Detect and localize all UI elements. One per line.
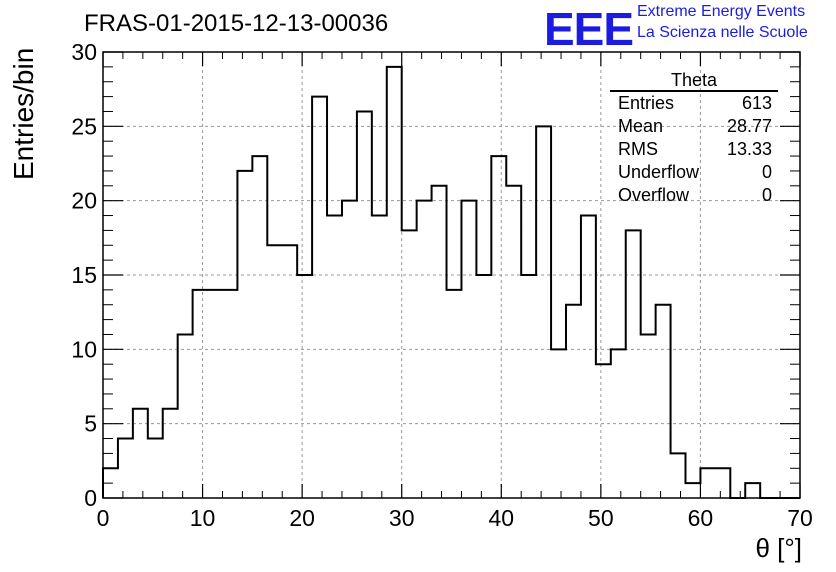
histogram-bin xyxy=(536,126,551,498)
histogram-bin xyxy=(506,186,521,498)
stats-row-underflow: Underflow 0 xyxy=(610,161,778,184)
stats-value: 613 xyxy=(741,93,772,113)
stats-label: Overflow xyxy=(618,185,690,205)
histogram-bin xyxy=(551,349,566,498)
histogram-bin xyxy=(297,275,312,498)
y-tick-label: 25 xyxy=(71,113,97,139)
x-tick-label: 50 xyxy=(588,505,614,531)
histogram-bin xyxy=(342,201,357,498)
x-tick-label: 60 xyxy=(688,505,714,531)
x-axis-label: θ [°] xyxy=(755,533,802,563)
y-axis-label: Entries/bin xyxy=(8,47,39,180)
histogram-bin xyxy=(700,468,715,498)
histogram-bin xyxy=(521,275,536,498)
histogram-bin xyxy=(222,290,237,498)
histogram-bin xyxy=(417,201,432,498)
histogram-series-line xyxy=(102,65,800,499)
x-tick-label: 70 xyxy=(787,505,813,531)
stats-value: 0 xyxy=(761,185,772,205)
histogram-bin xyxy=(252,156,267,498)
histogram-bin xyxy=(745,483,760,498)
y-tick-label: 10 xyxy=(71,336,97,362)
y-tick-label: 5 xyxy=(84,411,97,437)
y-tick-label: 15 xyxy=(71,262,97,288)
histogram-bin xyxy=(581,216,596,498)
y-tick-label: 30 xyxy=(71,39,97,65)
histogram-bin xyxy=(118,439,133,498)
eee-logo: EEE xyxy=(544,3,634,55)
tick-labels: 0 10 20 30 40 50 60 70 0 5 10 15 20 25 30 xyxy=(71,39,812,531)
histogram-bin xyxy=(447,290,462,498)
stats-row-entries: Entries 613 xyxy=(610,92,778,115)
stats-row-overflow: Overflow 0 xyxy=(610,184,778,207)
histogram-bin xyxy=(312,97,327,498)
histogram-bin xyxy=(566,305,581,498)
histogram-bin xyxy=(237,171,252,498)
histogram-bin xyxy=(193,290,208,498)
histogram-bin xyxy=(402,230,417,498)
axis-ticks xyxy=(102,51,801,499)
stats-label: Mean xyxy=(618,116,664,136)
chart-title: FRAS-01-2015-12-13-00036 xyxy=(84,10,389,37)
stats-value: 0 xyxy=(761,162,772,182)
x-tick-label: 0 xyxy=(97,505,110,531)
histogram-bin xyxy=(476,275,491,498)
x-tick-label: 40 xyxy=(488,505,514,531)
stats-value: 13.33 xyxy=(726,139,772,159)
histogram-bin xyxy=(685,483,700,498)
x-tick-label: 30 xyxy=(389,505,415,531)
histogram-bin xyxy=(208,290,223,498)
histogram-bin xyxy=(461,201,476,498)
histogram-bin xyxy=(357,111,372,498)
stats-title: Theta xyxy=(610,70,778,92)
histogram-bin xyxy=(626,230,641,498)
histogram-bin xyxy=(671,453,686,498)
histogram-bin xyxy=(267,245,282,498)
histogram-bin xyxy=(387,67,402,498)
histogram-bin xyxy=(641,334,656,498)
logo-caption-line2: La Scienza nelle Scuole xyxy=(637,24,808,41)
y-tick-label: 0 xyxy=(84,485,97,511)
logo-caption-line1: Extreme Energy Events xyxy=(637,3,806,20)
histogram-bin xyxy=(282,245,297,498)
stats-row-rms: RMS 13.33 xyxy=(610,138,778,161)
y-tick-label: 20 xyxy=(71,188,97,214)
stats-value: 28.77 xyxy=(726,116,772,136)
x-tick-label: 20 xyxy=(289,505,315,531)
x-tick-label: 10 xyxy=(190,505,216,531)
histogram-bin xyxy=(596,364,611,498)
stats-box: Theta Entries 613 Mean 28.77 RMS 13.33 Unde… xyxy=(610,70,778,207)
histogram-bin xyxy=(327,216,342,498)
histogram-bin xyxy=(656,305,671,498)
stats-row-mean: Mean 28.77 xyxy=(610,115,778,138)
stats-label: Underflow xyxy=(618,162,700,182)
stats-label: Entries xyxy=(618,93,675,113)
histogram-bin xyxy=(148,439,163,498)
histogram-bin xyxy=(133,409,148,498)
histogram-bin xyxy=(611,349,626,498)
stats-label: RMS xyxy=(618,139,658,159)
histogram-bin xyxy=(715,468,730,498)
histogram-bin xyxy=(163,409,178,498)
histogram-bin xyxy=(491,156,506,498)
histogram-bin xyxy=(432,186,447,498)
histogram-bin xyxy=(372,216,387,498)
histogram-bin xyxy=(103,468,118,498)
histogram-bin xyxy=(178,334,193,498)
